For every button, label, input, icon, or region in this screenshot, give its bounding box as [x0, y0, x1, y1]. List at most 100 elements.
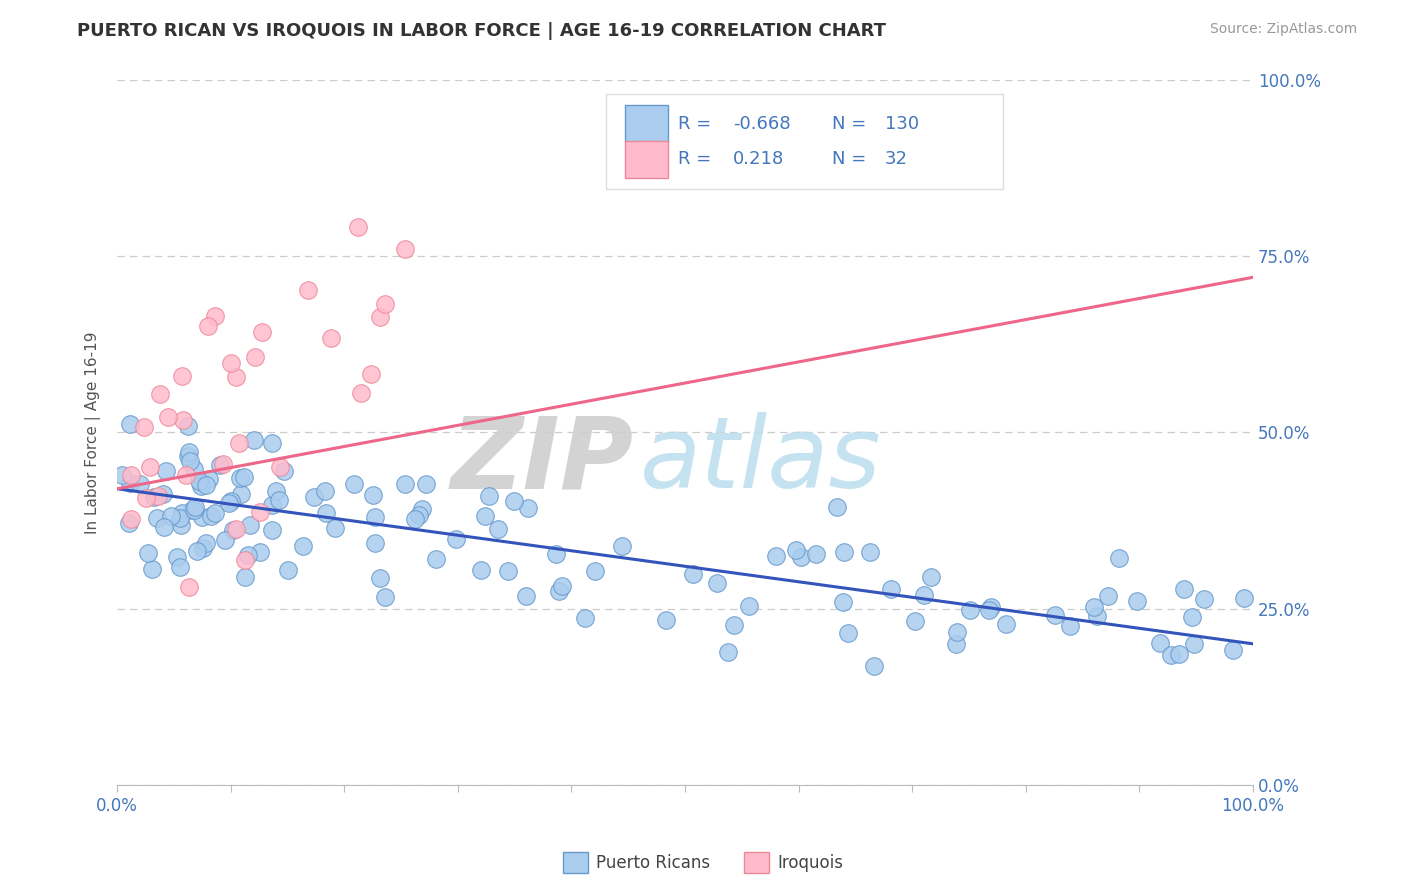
Point [132, 420, 155, 434]
Point [135, 491, 157, 505]
Point [250, 325, 273, 339]
Point [176, 449, 198, 463]
Point [361, 488, 384, 502]
Point [1167, 647, 1189, 661]
Point [179, 453, 201, 467]
Point [229, 471, 252, 485]
Point [682, 567, 704, 582]
Point [187, 474, 209, 488]
Text: 32: 32 [884, 151, 908, 169]
Point [425, 552, 447, 566]
Point [174, 468, 197, 483]
Point [945, 636, 967, 650]
Point [374, 590, 396, 604]
Point [243, 433, 266, 447]
Point [218, 496, 240, 510]
Point [486, 522, 509, 536]
Point [243, 350, 266, 364]
Point [610, 539, 633, 553]
Point [415, 476, 437, 491]
Text: R =: R = [678, 151, 717, 169]
Point [583, 564, 606, 578]
Point [574, 611, 596, 625]
Point [1160, 648, 1182, 662]
Point [212, 458, 235, 472]
Point [260, 436, 283, 450]
Point [233, 553, 256, 567]
Point [191, 510, 214, 524]
Point [208, 458, 231, 473]
Point [444, 532, 467, 546]
Point [1059, 619, 1081, 633]
FancyBboxPatch shape [606, 94, 1002, 189]
Point [229, 487, 252, 501]
Point [219, 494, 242, 508]
Point [368, 571, 391, 585]
Point [654, 613, 676, 627]
Point [723, 618, 745, 632]
Point [478, 489, 501, 503]
Point [980, 600, 1002, 615]
Point [920, 570, 942, 584]
Point [302, 490, 325, 504]
Point [117, 516, 139, 530]
Point [790, 550, 813, 565]
Point [172, 369, 194, 384]
Point [474, 509, 496, 524]
Point [249, 505, 271, 519]
Text: N =: N = [831, 151, 872, 169]
Point [138, 459, 160, 474]
Point [204, 309, 226, 323]
Point [120, 512, 142, 526]
Point [141, 562, 163, 576]
Point [183, 503, 205, 517]
Point [170, 518, 193, 533]
Point [502, 494, 524, 508]
Point [1108, 551, 1130, 566]
Point [832, 595, 855, 609]
Text: ZIP: ZIP [451, 412, 634, 509]
Point [319, 331, 342, 345]
Point [153, 520, 176, 534]
Point [977, 602, 1000, 616]
Point [350, 385, 373, 400]
Legend: Puerto Ricans, Iroquois: Puerto Ricans, Iroquois [557, 846, 849, 880]
Point [152, 487, 174, 501]
Point [347, 219, 370, 234]
Point [394, 242, 416, 256]
Point [404, 512, 426, 526]
Point [470, 563, 492, 577]
Point [314, 484, 336, 499]
Point [195, 478, 218, 492]
Point [517, 500, 540, 515]
Point [1083, 599, 1105, 614]
Point [323, 521, 346, 535]
Point [1233, 591, 1256, 606]
Point [738, 599, 761, 614]
Point [136, 546, 159, 560]
Point [550, 579, 572, 593]
Point [297, 283, 319, 297]
Point [859, 545, 882, 559]
Point [364, 509, 387, 524]
Point [717, 645, 740, 659]
Point [408, 508, 430, 522]
Point [804, 547, 827, 561]
Text: N =: N = [831, 115, 872, 133]
Point [825, 500, 848, 514]
Point [195, 535, 218, 549]
Point [181, 503, 204, 517]
Point [197, 318, 219, 333]
Point [360, 368, 382, 382]
Point [249, 545, 271, 559]
Point [544, 547, 567, 561]
Point [946, 625, 969, 640]
Point [862, 659, 884, 673]
Point [222, 523, 245, 537]
Point [411, 501, 433, 516]
Point [269, 460, 291, 475]
Text: 0.218: 0.218 [733, 151, 785, 169]
Point [394, 477, 416, 491]
Point [186, 544, 208, 558]
Point [315, 506, 337, 520]
